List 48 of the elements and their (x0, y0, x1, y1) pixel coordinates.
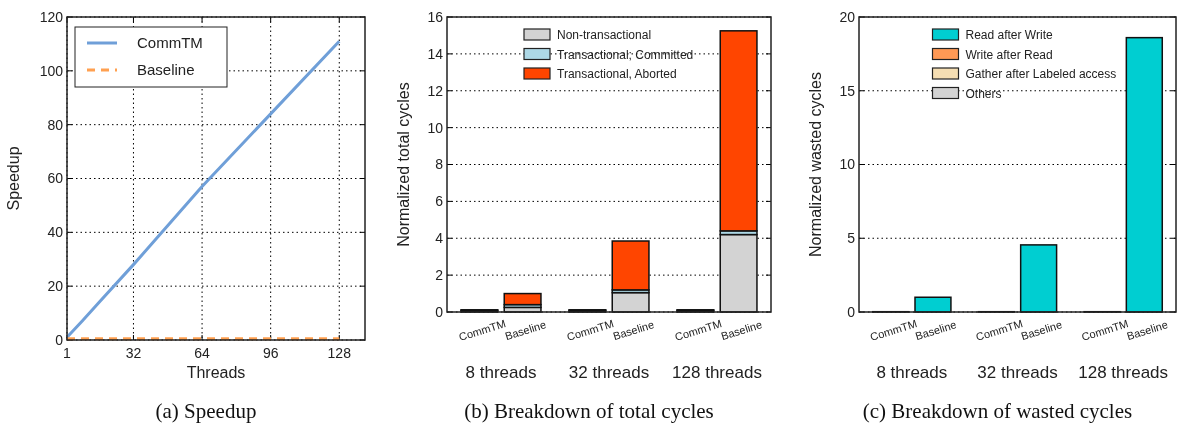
y-tick-label: 6 (435, 193, 444, 210)
y-tick-label: 120 (39, 8, 64, 25)
text: 32 threads (977, 363, 1058, 382)
text: (a) Speedup (155, 399, 257, 423)
y-tick-label: 60 (47, 170, 64, 187)
y-tick-label: 4 (435, 230, 444, 247)
legend-label: Write after Read (965, 47, 1053, 62)
text: (b) Breakdown of total cycles (464, 399, 714, 423)
y-tick-label: 0 (55, 331, 64, 348)
y-tick-label: 10 (839, 156, 856, 173)
y-tick-label: 14 (427, 45, 444, 62)
y-tick-label: 100 (39, 62, 64, 79)
legend-label: Read after Write (965, 28, 1053, 43)
y-tick-label: 15 (839, 82, 856, 99)
legend-label: CommTM (137, 34, 203, 52)
legend-label: Others (965, 86, 1002, 101)
x-axis-title: Threads (186, 364, 246, 381)
y-tick-label: 40 (47, 224, 64, 241)
y-axis-title: Normalized total cycles (395, 82, 412, 247)
x-tick-label: 128 (327, 345, 352, 361)
text: 128 threads (672, 363, 762, 382)
legend-label: Transactional; Committed (557, 47, 694, 62)
legend-label: Non-transactional (557, 28, 652, 43)
text: 8 threads (465, 363, 537, 382)
y-tick-label: 20 (47, 278, 64, 295)
y-axis-title: Normalized wasted cycles (807, 72, 824, 257)
y-tick-label: 5 (847, 230, 856, 247)
y-tick-label: 10 (427, 119, 444, 136)
y-tick-label: 20 (839, 8, 856, 25)
text: 128 threads (1078, 363, 1169, 382)
y-tick-label: 80 (47, 116, 64, 133)
y-tick-label: 0 (435, 303, 444, 320)
x-tick-label: 64 (194, 345, 211, 361)
y-tick-label: 16 (427, 8, 444, 25)
text: 32 threads (568, 363, 650, 382)
y-tick-label: 8 (435, 156, 444, 173)
y-tick-label: 12 (427, 82, 444, 99)
x-tick-label: 96 (262, 345, 279, 361)
x-tick-label: 32 (125, 345, 142, 361)
legend-label: Baseline (137, 61, 195, 79)
text: 8 threads (876, 363, 948, 382)
legend-label: Transactional, Aborted (557, 67, 677, 82)
text: (c) Breakdown of wasted cycles (862, 399, 1133, 423)
y-tick-label: 0 (847, 303, 856, 320)
y-axis-title: Speedup (5, 146, 22, 211)
legend-label: Gather after Labeled access (965, 67, 1117, 82)
x-tick-label: 1 (63, 345, 72, 361)
y-tick-label: 2 (435, 267, 444, 284)
